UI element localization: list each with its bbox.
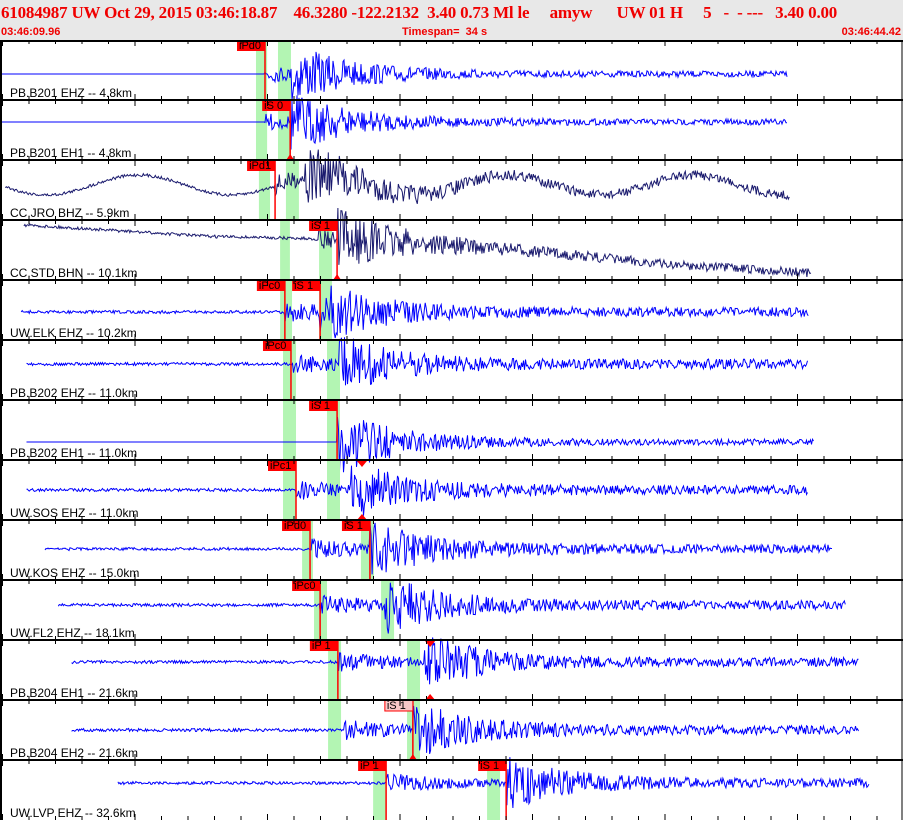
station-label: PB.B204 EH2 -- 21.6km (10, 746, 138, 760)
amplitude-marker (356, 514, 367, 520)
event-summary: 61084987 UW Oct 29, 2015 03:46:18.87 46.… (1, 3, 838, 22)
pick-label[interactable]: iS 0 (264, 100, 283, 112)
pick-flag[interactable] (309, 400, 338, 411)
end-time: 03:46:44.42 (841, 26, 901, 38)
waveform (0, 51, 788, 100)
pick-label[interactable]: iS 1 (480, 760, 499, 772)
pick-window (277, 100, 291, 160)
pick-window (381, 580, 395, 640)
waveform (23, 207, 812, 278)
trace-row[interactable]: iP 1 PB.B204 EH1 -- 21.6km (0, 637, 903, 701)
start-time: 03:46:09.96 (1, 26, 61, 38)
station-label: PB.B204 EH1 -- 21.6km (10, 686, 138, 700)
pick-flag[interactable] (256, 280, 285, 291)
trace-row[interactable]: iPd0 PB.B201 EHZ -- 4.8km (0, 40, 903, 100)
station-label: UW.LVP EHZ -- 32.6km (10, 806, 136, 820)
pick-label[interactable]: iPd0 (239, 40, 261, 52)
waveform (0, 95, 787, 150)
pick-window (258, 160, 271, 220)
waveform (20, 285, 809, 339)
pick-label[interactable]: iP 1 (312, 640, 331, 652)
station-label: CC.JRO BHZ -- 5.9km (10, 206, 129, 220)
trace-row[interactable]: iS 0 PB.B201 EH1 -- 4.8km (0, 95, 903, 160)
pick-window (328, 700, 342, 760)
pick-label[interactable]: iPc0 (259, 280, 280, 292)
pick-flag[interactable] (478, 760, 507, 771)
station-label: UW.SOS EHZ -- 11.0km (10, 506, 138, 520)
pick-flag[interactable] (309, 640, 338, 651)
trace-row[interactable]: iP 1 iS 1 UW.LVP EHZ -- 32.6km (0, 757, 903, 820)
station-label: PB.B202 EH1 -- 11.0km (10, 446, 137, 460)
waveform (117, 757, 870, 809)
pick-label[interactable]: iPc0 (265, 340, 286, 352)
pick-label[interactable]: iS 1 (294, 280, 313, 292)
pick-label[interactable]: iPd0 (284, 520, 306, 532)
waveform (26, 337, 808, 386)
pick-label[interactable]: iPc0 (294, 580, 315, 592)
pick-window (280, 220, 290, 280)
pick-flag[interactable] (292, 580, 321, 591)
pick-window (487, 760, 501, 820)
pick-window (283, 340, 297, 400)
waveform (4, 149, 790, 204)
waveform (44, 522, 832, 575)
waveform (71, 705, 859, 754)
pick-window (283, 400, 297, 460)
pick-flag[interactable] (292, 280, 321, 291)
waveform (57, 582, 846, 634)
pick-label[interactable]: iPd1 (249, 160, 271, 172)
pick-flag[interactable] (268, 460, 297, 471)
pick-label[interactable]: iP 1 (360, 760, 379, 772)
pick-window (302, 520, 313, 580)
pick-label[interactable]: iS 1 (344, 520, 363, 532)
waveform (26, 417, 814, 473)
pick-window (407, 640, 421, 700)
station-label: UW.ELK EHZ -- 10.2km (10, 326, 137, 340)
pick-flag[interactable] (262, 100, 291, 111)
pick-label[interactable]: iPc1 (270, 460, 291, 472)
trace-row[interactable]: iPc1 UW.SOS EHZ -- 11.0km (0, 459, 903, 520)
pick-flag[interactable] (247, 160, 276, 171)
pick-window (277, 40, 291, 100)
pick-flag[interactable] (262, 340, 291, 351)
trace-row[interactable]: iPc0 UW.FL2 EHZ -- 18.1km (0, 579, 903, 640)
pick-flag[interactable] (341, 520, 370, 531)
pick-flag[interactable] (309, 220, 338, 231)
waveform (26, 465, 808, 516)
station-label: PB.B201 EH1 -- 4.8km (10, 146, 131, 160)
pick-marker (333, 274, 342, 280)
pick-label[interactable]: iS 1 (311, 400, 330, 412)
pick-flag[interactable] (282, 520, 311, 531)
trace-row[interactable]: iPd0 iS 1 UW.KOS EHZ -- 15.0km (0, 519, 903, 580)
pick-window (373, 760, 387, 820)
station-label: PB.B202 EHZ -- 11.0km (10, 386, 138, 400)
station-label: CC.STD BHN -- 10.1km (10, 266, 137, 280)
waveform-panel[interactable]: iPd0 PB.B201 EHZ -- 4.8km iS 0 PB.B201 EH1 … (0, 40, 903, 820)
pick-flag[interactable] (237, 40, 265, 51)
pick-window (255, 100, 268, 160)
pick-window (255, 40, 268, 100)
station-label: PB.B201 EHZ -- 4.8km (10, 86, 132, 100)
pick-label[interactable]: iS 1 (311, 220, 330, 232)
trace-row[interactable]: iPd1 CC.JRO BHZ -- 5.9km (0, 149, 903, 220)
amplitude-marker (425, 694, 436, 700)
trace-row[interactable]: iS 1 PB.B202 EH1 -- 11.0km (0, 399, 903, 473)
trace-row[interactable]: iPc0 iS 1 UW.ELK EHZ -- 10.2km (0, 279, 903, 340)
trace-row[interactable]: iS 1 PB.B204 EH2 -- 21.6km (0, 699, 903, 760)
waveform (71, 637, 859, 685)
pick-marker (286, 154, 295, 160)
timespan: Timespan= 34 s (402, 26, 488, 38)
pick-flag[interactable] (358, 760, 387, 771)
station-label: UW.KOS EHZ -- 15.0km (10, 566, 139, 580)
pick-marker (408, 754, 417, 760)
station-label: UW.FL2 EHZ -- 18.1km (10, 626, 135, 640)
event-header: 61084987 UW Oct 29, 2015 03:46:18.87 46.… (0, 0, 903, 40)
pick-window (285, 160, 299, 220)
amplitude-marker (356, 461, 367, 467)
amplitude-marker (425, 641, 436, 647)
pick-label[interactable]: iS 1 (387, 700, 406, 712)
pick-window (319, 220, 333, 280)
trace-row[interactable]: iPc0 PB.B202 EHZ -- 11.0km (0, 337, 903, 400)
pick-window (283, 460, 297, 520)
